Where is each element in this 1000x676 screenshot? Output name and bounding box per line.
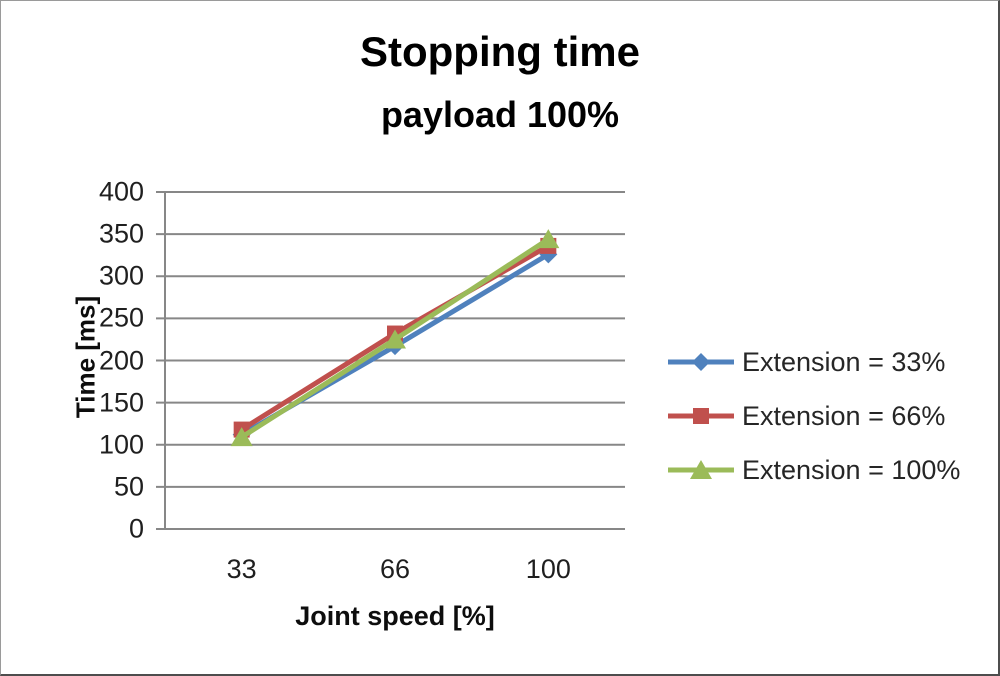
triangle-marker-icon [690, 460, 712, 479]
diamond-marker-icon [692, 353, 710, 371]
x-tick-label: 33 [226, 554, 257, 584]
y-tick-label: 50 [113, 471, 144, 502]
y-tick-label: 0 [128, 513, 144, 544]
legend: Extension = 33% Extension = 66% Extension … [668, 335, 960, 497]
data-point-marker [384, 329, 406, 349]
legend-label: Extension = 66% [742, 400, 946, 431]
y-tick-label: 350 [98, 218, 144, 249]
legend-triangle-icon [668, 460, 734, 479]
legend-square-icon [668, 408, 734, 424]
legend-item: Extension = 66% [668, 389, 960, 443]
chart-subtitle: payload 100% [380, 94, 620, 135]
legend-item: Extension = 33% [668, 335, 960, 389]
legend-label: Extension = 33% [742, 346, 946, 377]
chart-title: Stopping time [360, 28, 640, 75]
legend-diamond-icon [668, 353, 734, 371]
y-tick-label: 400 [98, 176, 144, 207]
square-marker-icon [693, 408, 709, 424]
data-point-marker [537, 229, 560, 249]
x-tick-label: 100 [525, 554, 571, 584]
legend-item: Extension = 100% [668, 443, 960, 497]
x-tick-label: 66 [379, 554, 411, 584]
y-tick-label: 150 [98, 387, 144, 418]
x-axis-title: Joint speed [%] [295, 601, 495, 631]
y-tick-label: 250 [98, 302, 144, 333]
data-point-marker [230, 427, 253, 447]
y-tick-label: 300 [98, 260, 144, 291]
y-tick-label: 200 [98, 345, 144, 375]
y-tick-label: 100 [98, 429, 144, 460]
legend-label: Extension = 100% [742, 454, 961, 485]
